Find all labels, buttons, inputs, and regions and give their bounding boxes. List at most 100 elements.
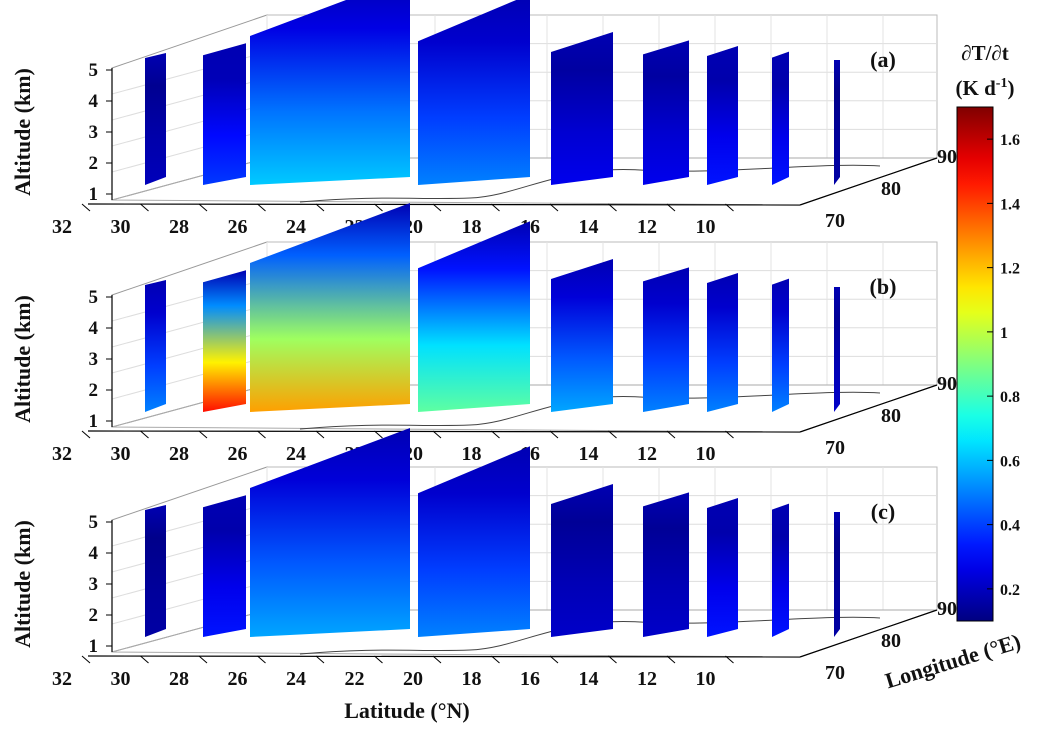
latitude-tick-mark xyxy=(374,430,383,439)
heatmap-slice xyxy=(834,287,840,412)
latitude-tick-mark xyxy=(81,203,91,212)
altitude-axis-label: Altitude (km) xyxy=(10,68,35,196)
heatmap-slice xyxy=(145,53,166,185)
latitude-tick-label: 14 xyxy=(579,443,599,465)
altitude-axis-label: Altitude (km) xyxy=(10,520,35,648)
latitude-tick-mark xyxy=(140,203,149,212)
heatmap-slice xyxy=(551,484,613,637)
latitude-tick-label: 30 xyxy=(111,216,131,238)
latitude-tick-label: 28 xyxy=(169,443,189,465)
latitude-tick-mark xyxy=(608,203,617,212)
longitude-tick-label: 70 xyxy=(825,662,845,684)
latitude-tick-label: 30 xyxy=(111,668,131,690)
heatmap-slice xyxy=(834,60,840,185)
latitude-tick-label: 10 xyxy=(696,668,716,690)
latitude-tick-label: 10 xyxy=(696,443,716,465)
latitude-tick-label: 26 xyxy=(228,668,248,690)
altitude-tick-label: 3 xyxy=(89,122,99,143)
panel-label: (c) xyxy=(871,499,895,524)
altitude-tick-label: 1 xyxy=(89,411,99,432)
latitude-tick-mark xyxy=(315,203,325,212)
latitude-tick-mark xyxy=(432,655,442,664)
latitude-tick-label: 32 xyxy=(52,216,72,238)
latitude-tick-mark xyxy=(315,430,325,439)
latitude-tick-mark xyxy=(491,430,500,439)
latitude-tick-mark xyxy=(140,430,149,439)
latitude-tick-mark xyxy=(432,430,442,439)
heatmap-slice xyxy=(145,505,166,637)
latitude-tick-label: 26 xyxy=(228,443,248,465)
heatmap-slice xyxy=(643,492,689,637)
latitude-tick-label: 32 xyxy=(52,443,72,465)
longitude-tick-label: 90 xyxy=(937,146,957,168)
colorbar-tick-label: 1.2 xyxy=(1000,261,1020,278)
longitude-tick-label: 70 xyxy=(825,210,845,232)
heatmap-slice xyxy=(772,503,789,637)
latitude-tick-mark xyxy=(666,203,676,212)
latitude-tick-mark xyxy=(257,430,266,439)
latitude-tick-label: 16 xyxy=(520,668,540,690)
heatmap-slice xyxy=(643,267,689,412)
latitude-tick-label: 14 xyxy=(579,668,599,690)
latitude-tick-label: 28 xyxy=(169,216,189,238)
heatmap-slice xyxy=(418,446,530,637)
latitude-tick-label: 10 xyxy=(696,216,716,238)
x-axis-line xyxy=(87,203,801,206)
colorbar-gradient xyxy=(956,106,994,622)
latitude-tick-mark xyxy=(315,655,325,664)
y-axis-line xyxy=(799,609,938,658)
latitude-tick-mark xyxy=(432,203,442,212)
altitude-tick-label: 2 xyxy=(89,153,99,174)
colorbar-tick-label: 0.2 xyxy=(1000,582,1020,599)
latitude-tick-label: 26 xyxy=(228,216,248,238)
latitude-tick-mark xyxy=(725,655,734,664)
colorbar-ticks: 1.6 1.4 1.2 1 0.8 0.6 0.4 0.2 xyxy=(987,132,1020,599)
heatmap-slice xyxy=(418,221,530,412)
latitude-tick-mark xyxy=(198,430,208,439)
x-axis-line xyxy=(87,655,801,658)
heatmap-slice xyxy=(250,203,410,412)
latitude-tick-mark xyxy=(491,203,500,212)
panel-label: (b) xyxy=(870,274,897,299)
heatmap-slice xyxy=(643,40,689,186)
latitude-tick-mark xyxy=(725,430,734,439)
colorbar-tick-label: 0.4 xyxy=(1000,518,1020,535)
heatmap-slice xyxy=(551,32,613,185)
latitude-tick-label: 22 xyxy=(345,668,365,690)
latitude-tick-label: 24 xyxy=(286,668,306,690)
altitude-tick-label: 4 xyxy=(89,91,99,112)
latitude-tick-mark xyxy=(549,430,559,439)
altitude-tick-label: 5 xyxy=(89,287,99,308)
latitude-tick-mark xyxy=(608,655,617,664)
latitude-tick-mark xyxy=(81,655,91,664)
heatmap-slice xyxy=(203,495,246,637)
colorbar-tick-label: 0.6 xyxy=(1000,453,1020,470)
altitude-tick-label: 4 xyxy=(89,543,99,564)
longitude-tick-label: 90 xyxy=(937,598,957,620)
longitude-axis-label: Longitude (°E) xyxy=(882,628,1023,693)
colorbar-title: ∂T/∂t xyxy=(961,41,1009,65)
heatmap-slice xyxy=(250,0,410,185)
heatmap-slice xyxy=(707,273,738,412)
latitude-tick-label: 24 xyxy=(286,216,306,238)
longitude-tick-label: 80 xyxy=(881,178,901,200)
altitude-tick-label: 2 xyxy=(89,380,99,401)
heatmap-slice xyxy=(834,512,840,637)
heatmap-slice xyxy=(418,0,530,185)
latitude-tick-label: 12 xyxy=(637,216,657,238)
colorbar-tick-label: 1.6 xyxy=(1000,132,1020,149)
latitude-tick-mark xyxy=(549,203,559,212)
altitude-tick-label: 3 xyxy=(89,349,99,370)
colorbar-unit: (K d-1) xyxy=(956,76,1015,100)
altitude-tick-label: 3 xyxy=(89,574,99,595)
latitude-tick-label: 28 xyxy=(169,668,189,690)
heatmap-slice xyxy=(551,259,613,412)
latitude-tick-label: 18 xyxy=(462,216,482,238)
latitude-tick-label: 24 xyxy=(286,443,306,465)
latitude-tick-mark xyxy=(666,430,676,439)
latitude-tick-mark xyxy=(666,655,676,664)
latitude-tick-mark xyxy=(140,655,149,664)
